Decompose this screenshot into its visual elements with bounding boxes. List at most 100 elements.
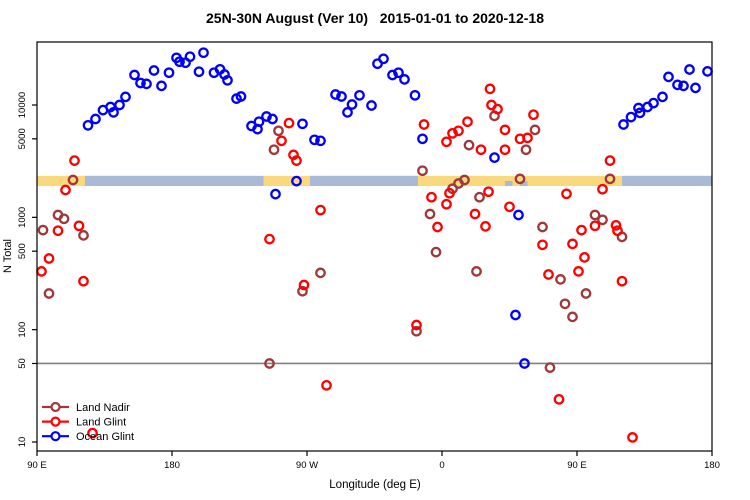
y-axis-label: N Total — [2, 238, 14, 274]
data-point — [474, 191, 485, 203]
data-point — [148, 65, 160, 76]
plot-background — [37, 42, 712, 451]
x-tick-label: 90 E — [567, 460, 587, 471]
y-tick-label: 5000 — [17, 128, 28, 149]
data-point — [336, 91, 347, 102]
data-point — [475, 144, 487, 156]
data-point — [678, 80, 689, 92]
data-point — [366, 100, 377, 111]
data-point — [309, 134, 320, 146]
data-point — [604, 155, 616, 166]
data-point — [520, 144, 532, 156]
data-point — [409, 89, 421, 101]
data-point — [555, 274, 566, 285]
data-point — [567, 238, 578, 250]
data-point — [418, 119, 430, 130]
data-point — [253, 116, 265, 128]
legend-marker-circle — [50, 416, 61, 427]
data-point — [544, 362, 556, 373]
data-point — [264, 233, 275, 245]
data-point — [90, 113, 101, 125]
data-point — [346, 99, 358, 110]
data-point — [342, 107, 353, 118]
data-point — [58, 213, 70, 225]
data-point — [78, 230, 89, 241]
data-point — [393, 67, 404, 79]
data-point — [543, 269, 554, 280]
data-point — [129, 69, 140, 81]
data-point — [484, 83, 496, 95]
data-point — [330, 89, 341, 100]
data-point — [411, 325, 422, 337]
data-point — [411, 319, 422, 331]
data-point — [580, 288, 592, 299]
data-point — [684, 64, 695, 75]
data-point — [354, 89, 365, 101]
data-point — [514, 173, 526, 185]
x-tick-label: 180 — [704, 460, 720, 471]
data-point — [447, 127, 458, 139]
data-point — [222, 74, 233, 86]
ocean-band-segment — [622, 175, 712, 187]
data-point — [463, 139, 475, 151]
data-point — [604, 173, 616, 185]
data-point — [522, 132, 533, 144]
data-point — [135, 77, 146, 89]
data-point — [462, 116, 473, 128]
legend-marker-circle — [50, 431, 61, 442]
data-point — [537, 239, 548, 251]
data-point — [597, 183, 608, 195]
data-point — [276, 135, 287, 147]
data-point — [37, 224, 49, 236]
data-point — [453, 125, 464, 137]
data-point — [441, 136, 452, 148]
data-point — [559, 298, 571, 310]
data-point — [273, 125, 284, 137]
data-point — [141, 78, 152, 90]
data-point — [315, 135, 326, 147]
data-point — [114, 99, 125, 111]
data-point — [483, 186, 494, 198]
data-point — [589, 209, 601, 221]
x-axis-label: Longitude (deg E) — [329, 479, 421, 491]
data-point — [291, 175, 302, 187]
data-point — [264, 358, 275, 369]
data-point — [529, 124, 541, 136]
data-point — [193, 66, 205, 78]
y-tick-label: 1000 — [17, 207, 28, 228]
data-point — [690, 82, 701, 94]
data-point — [298, 279, 310, 291]
data-point — [417, 133, 428, 145]
data-point — [567, 311, 578, 323]
data-point — [553, 393, 565, 405]
data-point — [315, 204, 326, 216]
data-point — [625, 111, 637, 123]
data-point — [87, 427, 98, 439]
data-point — [576, 224, 587, 236]
data-point — [672, 79, 683, 91]
data-point — [184, 51, 196, 63]
data-point — [297, 118, 308, 130]
data-point — [73, 220, 85, 232]
data-point — [82, 119, 94, 131]
data-point — [267, 113, 278, 125]
data-point — [469, 208, 481, 220]
data-point — [510, 309, 521, 321]
data-point — [537, 221, 548, 233]
ocean-band-segment — [85, 175, 264, 187]
ocean-band-segment — [310, 175, 418, 187]
data-point — [627, 432, 638, 443]
data-point — [378, 53, 389, 65]
data-point — [610, 219, 622, 231]
data-point — [573, 266, 584, 277]
data-point — [499, 144, 511, 156]
ocean-band-notch — [520, 180, 528, 187]
y-tick-label: 100 — [17, 322, 28, 338]
data-point — [268, 144, 280, 156]
data-point — [43, 288, 55, 299]
data-point — [663, 71, 674, 83]
data-point — [399, 74, 410, 85]
data-point — [430, 246, 442, 258]
